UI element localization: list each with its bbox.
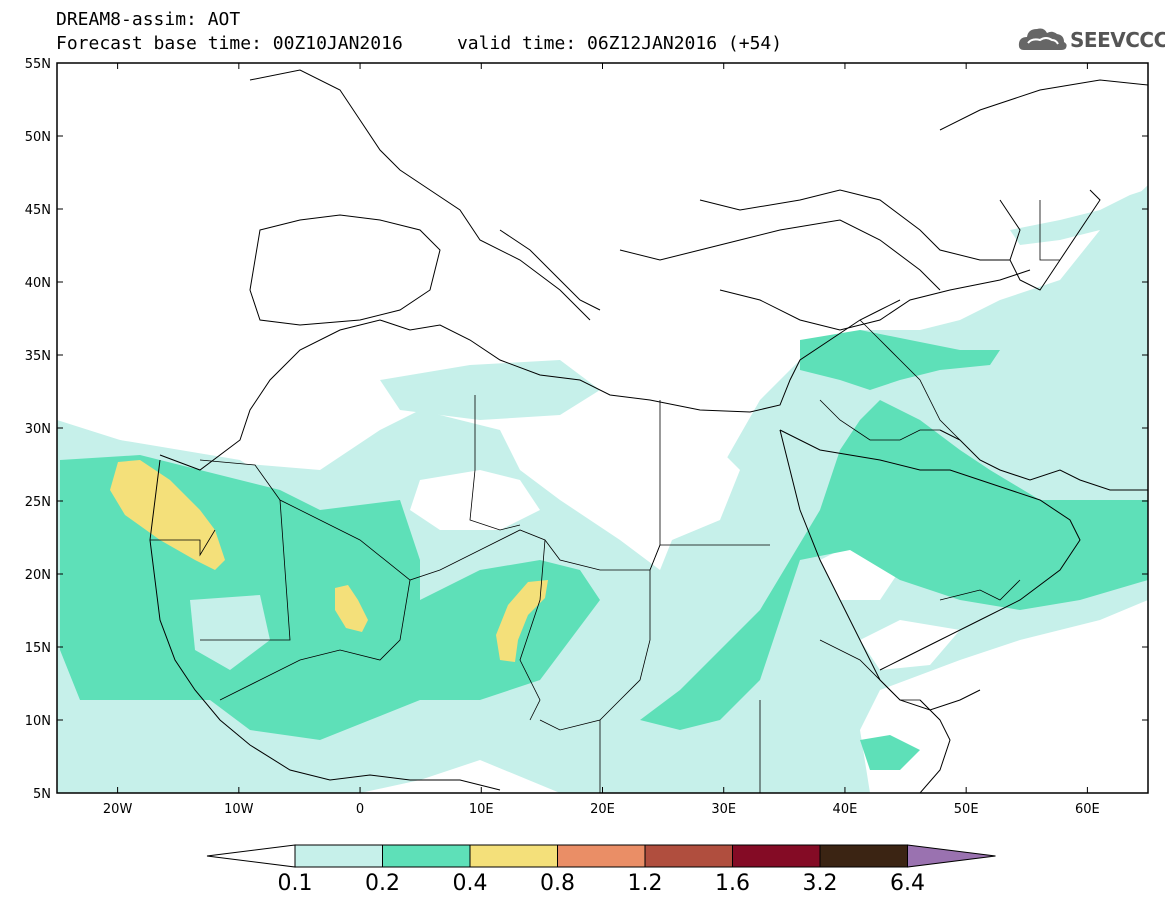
colorbar-label: 3.2: [803, 871, 838, 896]
aot-clear-area: [560, 410, 740, 545]
colorbar: 0.1 0.2 0.4 0.8 1.2 1.6 3.2 6.4: [206, 844, 996, 896]
lon-label: 50E: [954, 802, 979, 817]
colorbar-swatch: [819, 844, 908, 868]
colorbar-swatch: [294, 844, 383, 868]
coastlines: [149, 69, 1148, 793]
aot-level-0.2: [860, 735, 920, 770]
lat-label: 5N: [33, 787, 51, 802]
colorbar-swatch: [732, 844, 821, 868]
colorbar-label: 1.6: [715, 871, 750, 896]
forecast-time-line: Forecast base time: 00Z10JAN2016 valid t…: [56, 33, 783, 54]
cloud-icon: [1018, 28, 1067, 50]
colorbar-label: 0.2: [365, 871, 400, 896]
aot-level-0.4: [335, 585, 368, 632]
aot-level-0.1: [190, 595, 270, 670]
lat-axis: 55N 50N 45N 40N 35N 30N 25N 20N 15N 10N 5N: [25, 57, 1148, 802]
colorbar-label: 1.2: [628, 871, 663, 896]
lon-label: 20E: [590, 802, 615, 817]
lon-label: 0: [356, 802, 364, 817]
colorbar-swatch: [644, 844, 733, 868]
lon-axis: 20W 10W 0 10E 20E 30E 40E 50E 60E: [103, 63, 1100, 817]
lon-label: 10W: [224, 802, 254, 817]
map-title: DREAM8-assim: AOT: [56, 9, 241, 30]
aot-level-0.4: [496, 580, 548, 662]
colorbar-label: 0.8: [540, 871, 575, 896]
aot-level-0.2: [640, 400, 1148, 730]
lat-label: 55N: [25, 57, 51, 72]
country-borders: [150, 200, 1060, 793]
colorbar-max-arrow: [907, 844, 996, 868]
colorbar-label: 0.4: [453, 871, 488, 896]
lat-label: 20N: [25, 568, 51, 583]
aot-clear-area: [860, 620, 960, 670]
lat-label: 45N: [25, 203, 51, 218]
colorbar-swatch: [557, 844, 646, 868]
seevccc-logo: SEEVCCC: [1018, 22, 1165, 56]
aot-level-0.1: [380, 360, 600, 420]
aot-level-0.1: [1010, 190, 1145, 245]
aot-field: [57, 63, 1148, 793]
lon-label: 20W: [103, 802, 133, 817]
aot-clear-area: [410, 470, 540, 530]
lat-label: 40N: [25, 276, 51, 291]
aot-level-0.4: [110, 460, 225, 570]
colorbar-swatch: [382, 844, 471, 868]
lat-label: 25N: [25, 495, 51, 510]
lon-label: 30E: [711, 802, 736, 817]
lat-label: 10N: [25, 714, 51, 729]
colorbar-min-arrow: [206, 844, 296, 868]
colorbar-label: 6.4: [890, 871, 925, 896]
logo-text: SEEVCCC: [1070, 28, 1165, 52]
colorbar-label: 0.1: [278, 871, 313, 896]
lat-label: 35N: [25, 349, 51, 364]
lon-label: 60E: [1075, 802, 1100, 817]
lat-label: 15N: [25, 641, 51, 656]
lon-label: 40E: [833, 802, 858, 817]
lon-label: 10E: [469, 802, 494, 817]
colorbar-swatch: [469, 844, 558, 868]
lat-label: 50N: [25, 130, 51, 145]
lat-label: 30N: [25, 422, 51, 437]
